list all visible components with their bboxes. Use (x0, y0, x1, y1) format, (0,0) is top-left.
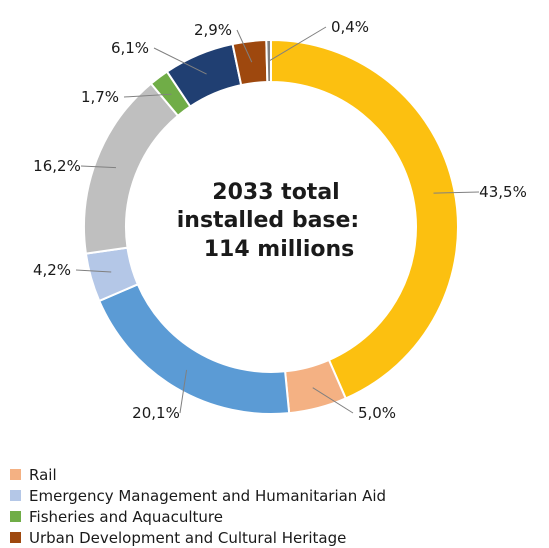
leader-line (123, 93, 172, 98)
legend-swatch (10, 511, 21, 522)
leader-line (75, 269, 112, 273)
leader-line (153, 47, 207, 75)
leader-line (433, 191, 480, 194)
slice-data-label: 0,4% (331, 18, 369, 36)
donut-slice (265, 38, 272, 84)
center-title-line-3: 114 millions (204, 237, 355, 262)
chart-legend: Rail Emergency Management and Humanitari… (10, 464, 386, 548)
legend-label: Fisheries and Aquaculture (29, 507, 223, 526)
leader-line (236, 29, 253, 63)
slice-data-label: 16,2% (33, 157, 81, 175)
leader-line (80, 165, 116, 169)
donut-slice (97, 283, 291, 415)
legend-swatch (10, 532, 21, 543)
donut-slice (270, 38, 459, 400)
legend-label: Rail (29, 465, 57, 484)
donut-slice (83, 82, 180, 255)
leader-line (268, 26, 327, 62)
legend-item-emergency-management: Emergency Management and Humanitarian Ai… (10, 485, 386, 506)
legend-label: Emergency Management and Humanitarian Ai… (29, 486, 387, 505)
slice-data-label: 4,2% (33, 261, 71, 279)
legend-item-urban-development: Urban Development and Cultural Heritage (10, 527, 386, 548)
slice-labels: 43,5% 5,0% 20,1% 4,2% 16,2% 1,7% 6,1% 2,9% 0,4% (33, 18, 527, 422)
legend-item-rail: Rail (10, 464, 386, 485)
slice-data-label: 5,0% (358, 404, 396, 422)
slice-data-label: 2,9% (194, 21, 232, 39)
slice-data-label: 20,1% (132, 404, 180, 422)
legend-swatch (10, 490, 21, 501)
legend-label: Urban Development and Cultural Heritage (29, 528, 347, 547)
slice-data-label: 6,1% (111, 39, 149, 57)
donut-slices (83, 38, 459, 415)
legend-item-fisheries: Fisheries and Aquaculture (10, 506, 386, 527)
center-title-line-1: 2033 total (212, 180, 339, 205)
slice-data-label: 1,7% (81, 88, 119, 106)
leader-line (312, 387, 354, 414)
center-title-line-2: installed base: (177, 208, 359, 233)
leader-lines (75, 26, 480, 414)
donut-chart: 43,5%5,0%20,1%4,2%16,2%1,7%6,1%2,9% 0,4% … (33, 18, 527, 422)
legend-swatch (10, 469, 21, 480)
slice-data-label: 43,5% (479, 183, 527, 201)
leader-line (179, 369, 188, 414)
